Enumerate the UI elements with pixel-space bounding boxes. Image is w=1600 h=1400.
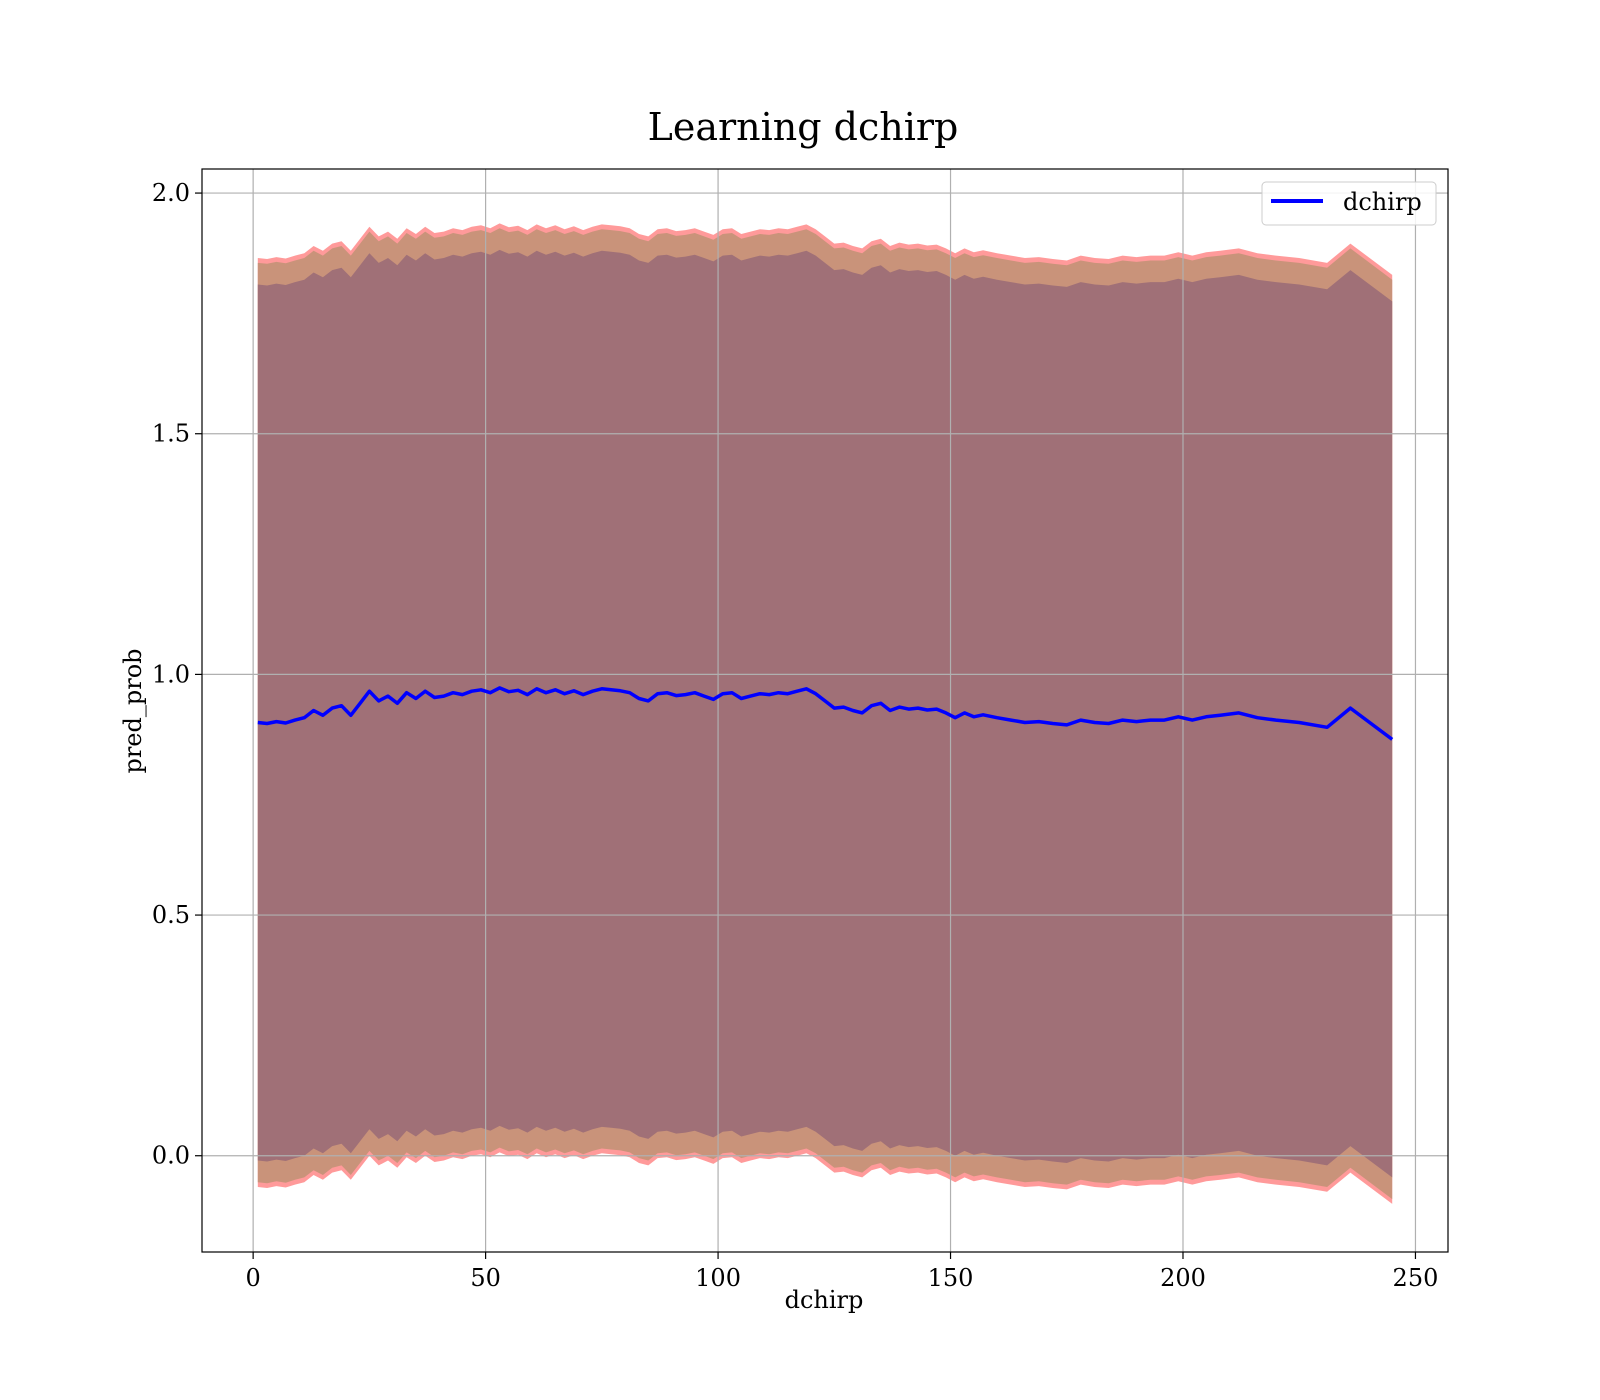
x-tick-label: 50 [470, 1264, 501, 1292]
y-tick-label: 0.5 [152, 901, 190, 929]
axes-frame [201, 168, 1449, 1253]
y-tick-label: 2.0 [152, 179, 190, 207]
x-tick-label: 250 [1393, 1264, 1439, 1292]
y-axis-ticks: 0.0 0.5 1.0 1.5 2.0 [152, 179, 202, 1170]
legend-entry-dchirp: dchirp [1343, 188, 1422, 216]
series-line-dchirp [257, 686, 1394, 741]
x-axis-ticks: 0 50 100 150 200 250 [246, 1252, 1439, 1292]
x-tick-label: 150 [928, 1264, 974, 1292]
plot-area [201, 168, 1449, 1253]
legend: dchirp [1261, 181, 1437, 226]
y-tick-label: 1.5 [152, 420, 190, 448]
x-tick-label: 200 [1160, 1264, 1206, 1292]
confidence-bands [257, 223, 1393, 1204]
x-axis-label: dchirp [785, 1286, 864, 1314]
band-inner [257, 249, 1393, 1178]
legend-box [1261, 181, 1437, 226]
grid-lines [202, 169, 1448, 1252]
x-tick-label: 100 [695, 1264, 741, 1292]
y-axis-label: pred_prob [119, 648, 147, 773]
chart-title: Learning dchirp [648, 105, 959, 149]
x-tick-label: 0 [246, 1264, 261, 1292]
y-tick-label: 0.0 [152, 1142, 190, 1170]
y-tick-label: 1.0 [152, 660, 190, 688]
series-lines [257, 686, 1394, 741]
